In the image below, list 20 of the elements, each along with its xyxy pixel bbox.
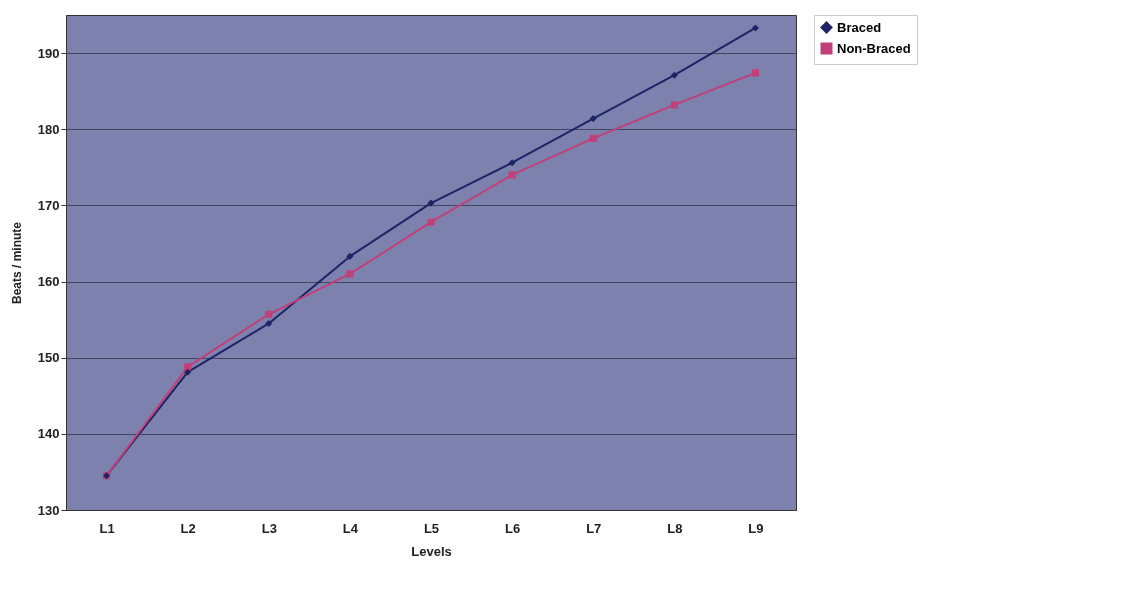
x-tick-label: L4 (342, 520, 359, 536)
x-tick-label: L2 (180, 520, 196, 536)
y-tick-label: 180 (37, 121, 60, 137)
y-tick-label: 170 (37, 197, 60, 213)
x-tick-label: L6 (505, 520, 521, 536)
y-tick-label: 140 (37, 426, 60, 442)
x-tick-label: L8 (667, 520, 683, 536)
x-tick-label: L9 (748, 520, 764, 536)
legend-label: Non-Braced (837, 40, 911, 56)
y-axis-title: Beats / minute (9, 221, 24, 305)
x-tick-label: L5 (423, 520, 440, 536)
y-tick-label: 130 (37, 502, 60, 518)
x-tick-label: L1 (99, 520, 115, 536)
y-tick-label: 160 (37, 274, 60, 290)
x-tick-label: L3 (261, 520, 277, 536)
x-tick-label: L7 (586, 520, 602, 536)
legend-label: Braced (837, 19, 882, 35)
x-axis-title: Levels (411, 543, 452, 559)
y-tick-label: 190 (37, 45, 60, 61)
y-tick-label: 150 (37, 350, 60, 366)
